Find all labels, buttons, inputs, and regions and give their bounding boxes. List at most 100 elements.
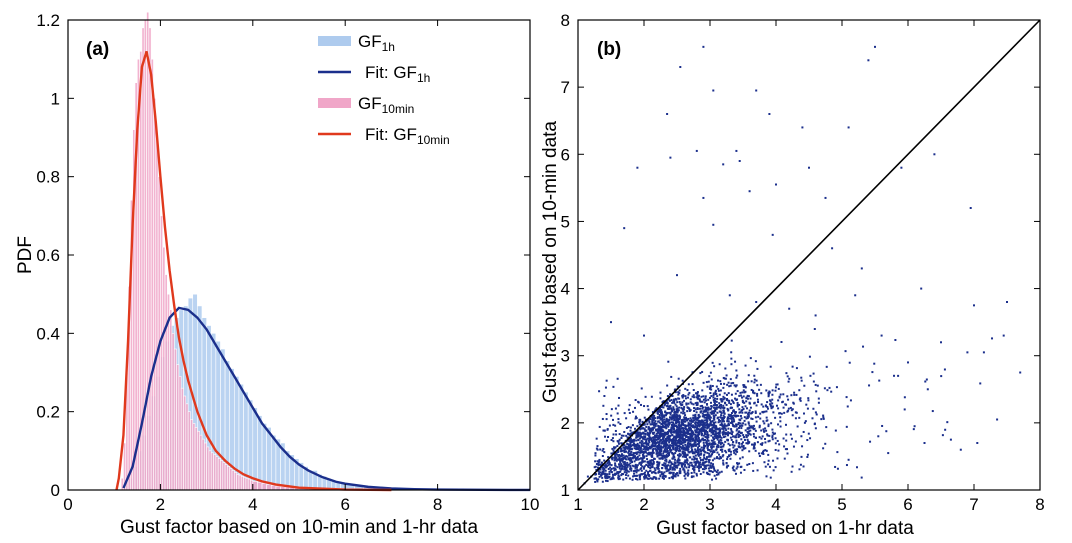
scatter-point (799, 463, 802, 466)
scatter-point (668, 438, 671, 441)
scatter-point (694, 438, 697, 441)
scatter-point (673, 400, 676, 403)
scatter-point (694, 448, 697, 451)
scatter-point (660, 422, 663, 425)
scatter-point (717, 432, 720, 435)
scatter-point (702, 458, 705, 461)
scatter-point (677, 458, 680, 461)
scatter-point (877, 435, 880, 438)
scatter-point (612, 423, 615, 426)
scatter-point (676, 408, 679, 411)
scatter-point (613, 467, 616, 470)
scatter-point (661, 419, 664, 422)
scatter-point (661, 420, 664, 423)
scatter-point (664, 402, 667, 405)
scatter-point (949, 438, 952, 441)
scatter-point (721, 418, 724, 421)
scatter-point (693, 419, 696, 422)
scatter-point (737, 422, 740, 425)
scatter-point (630, 447, 633, 450)
scatter-point (620, 474, 623, 477)
scatter-point (690, 419, 693, 422)
scatter-point (598, 460, 601, 463)
gf10min-bar (213, 454, 217, 491)
scatter-point (748, 450, 751, 453)
scatter-point (713, 402, 716, 405)
scatter-point (630, 460, 633, 463)
scatter-point (782, 437, 785, 440)
scatter-point (679, 446, 682, 449)
scatter-point (671, 421, 674, 424)
scatter-point (717, 441, 720, 444)
scatter-point (701, 407, 704, 410)
scatter-point (720, 422, 723, 425)
scatter-point (663, 441, 666, 443)
scatter-point (639, 433, 642, 436)
scatter-point (762, 420, 765, 423)
scatter-point (702, 410, 705, 413)
scatter-point (647, 462, 650, 465)
scatter-point (679, 442, 682, 445)
scatter-point (663, 415, 666, 418)
scatter-point (608, 470, 611, 473)
scatter-point (820, 418, 823, 421)
scatter-point (731, 417, 734, 420)
scatter-point (721, 433, 724, 436)
scatter-point (758, 436, 761, 439)
scatter-point (800, 435, 803, 438)
scatter-point (741, 399, 744, 402)
scatter-point (627, 439, 630, 442)
scatter-point (645, 455, 648, 458)
scatter-point (636, 446, 639, 449)
scatter-point (722, 430, 725, 433)
scatter-point (681, 446, 684, 449)
scatter-point (640, 463, 643, 466)
scatter-point (668, 406, 671, 409)
scatter-point (709, 371, 712, 374)
scatter-point (661, 425, 664, 428)
scatter-point (686, 424, 689, 427)
scatter-point (653, 424, 656, 427)
scatter-point (598, 425, 601, 428)
scatter-point (722, 418, 725, 421)
scatter-point (685, 466, 688, 469)
scatter-point (678, 430, 681, 433)
gf10min-bar (194, 427, 198, 491)
scatter-point (628, 438, 631, 441)
scatter-point (656, 466, 659, 469)
scatter-point (676, 432, 679, 435)
scatter-point (713, 418, 716, 421)
fit-gf10min-curve (115, 50, 392, 492)
scatter-point (737, 414, 740, 417)
scatter-point (686, 454, 689, 457)
scatter-point (642, 442, 645, 445)
gf10min-bar (231, 470, 235, 491)
scatter-point (685, 439, 688, 442)
scatter-point (638, 461, 641, 464)
scatter-point (774, 432, 777, 435)
scatter-point (730, 382, 733, 385)
scatter-point (636, 425, 639, 428)
scatter-point (663, 432, 666, 435)
scatter-point (660, 449, 663, 452)
scatter-point (674, 439, 677, 442)
scatter-point (698, 431, 701, 434)
scatter-point (656, 450, 659, 453)
scatter-point (636, 451, 639, 454)
scatter-point (785, 439, 788, 442)
scatter-point (625, 450, 628, 453)
scatter-point (742, 384, 745, 387)
legend-entry: Fit: GF1h (318, 63, 430, 85)
scatter-point (763, 430, 766, 433)
scatter-point (638, 446, 641, 449)
scatter-point (635, 436, 638, 439)
scatter-point (625, 468, 628, 471)
scatter-point (629, 466, 632, 469)
scatter-point (703, 431, 706, 434)
scatter-point (599, 463, 602, 466)
scatter-point (707, 398, 710, 401)
scatter-point (651, 443, 654, 446)
scatter-point (625, 455, 628, 458)
scatter-point (666, 430, 669, 433)
scatter-point (738, 394, 741, 397)
